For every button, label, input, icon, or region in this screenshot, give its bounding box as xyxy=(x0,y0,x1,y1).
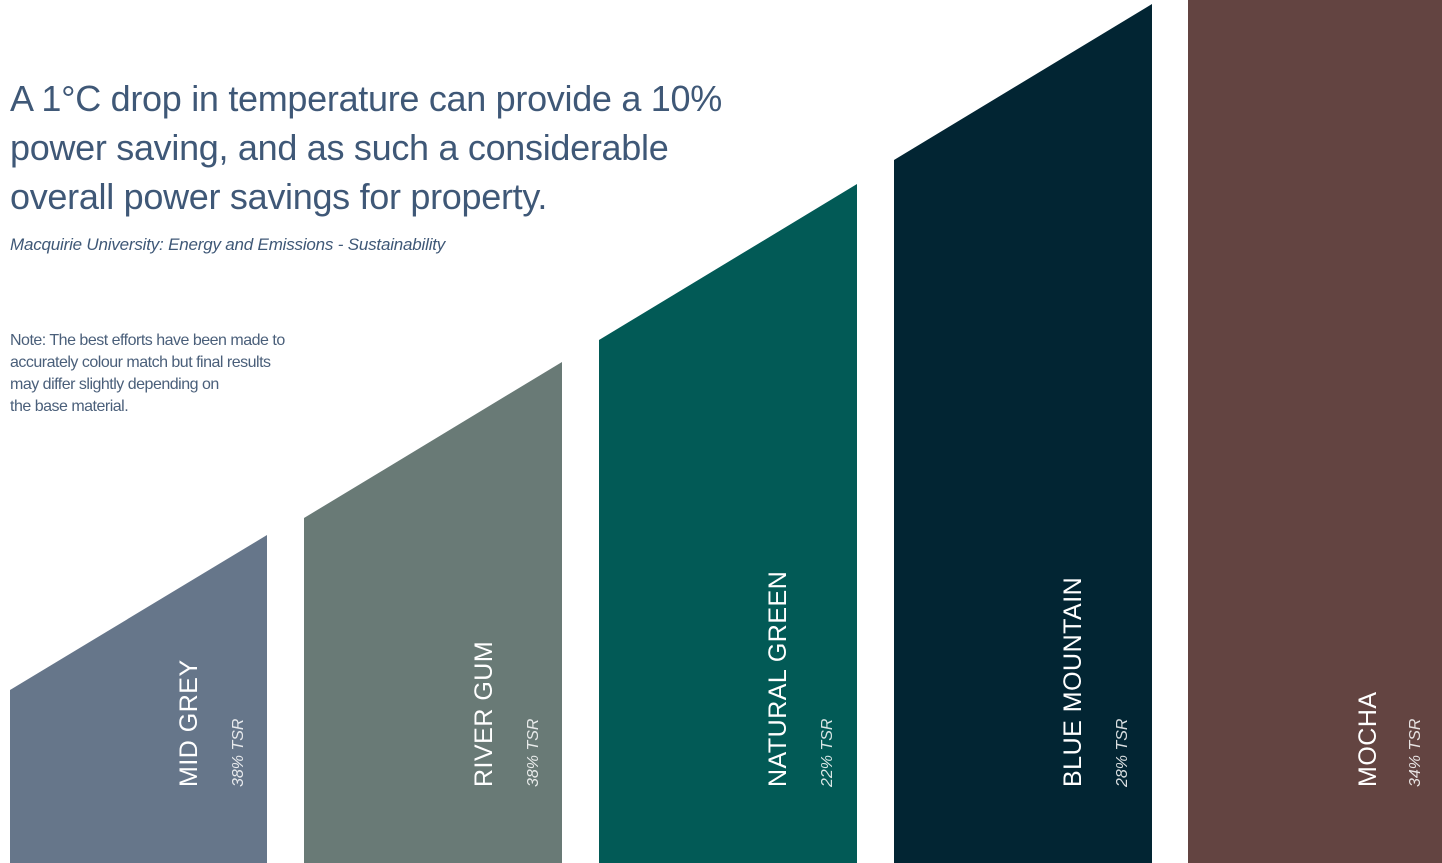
swatch-natural-green-shape xyxy=(599,184,857,863)
swatch-blue-mountain-shape xyxy=(894,4,1152,863)
headline: A 1°C drop in temperature can provide a … xyxy=(10,78,722,217)
note-line: the base material. xyxy=(10,398,129,415)
note-line: accurately colour match but final result… xyxy=(10,354,271,371)
swatch-mid-grey-label: MID GREY xyxy=(175,659,203,787)
source-citation: Macquirie University: Energy and Emissio… xyxy=(10,235,446,254)
swatch-blue-mountain-tsr: 28% TSR xyxy=(1114,718,1131,788)
swatch-mocha: MOCHA 34% TSR xyxy=(1188,0,1442,863)
swatch-mid-grey: MID GREY 38% TSR xyxy=(10,535,267,863)
swatch-mocha-tsr: 34% TSR xyxy=(1407,718,1424,787)
swatch-blue-mountain-label: BLUE MOUNTAIN xyxy=(1059,577,1087,787)
note-line: may differ slightly depending on xyxy=(10,376,219,393)
note-line: Note: The best efforts have been made to xyxy=(10,332,285,349)
swatch-river-gum: RIVER GUM 38% TSR xyxy=(304,362,562,863)
swatch-natural-green-label: NATURAL GREEN xyxy=(764,571,792,787)
swatch-natural-green: NATURAL GREEN 22% TSR xyxy=(599,184,857,863)
swatch-river-gum-label: RIVER GUM xyxy=(470,641,498,787)
swatch-mid-grey-shape xyxy=(10,535,267,863)
swatch-river-gum-tsr: 38% TSR xyxy=(525,718,542,787)
swatch-mocha-label: MOCHA xyxy=(1354,691,1382,787)
swatch-mid-grey-tsr: 38% TSR xyxy=(230,718,247,787)
swatch-natural-green-tsr: 22% TSR xyxy=(819,718,836,788)
colour-match-note: Note: The best efforts have been made to… xyxy=(10,330,390,418)
swatch-river-gum-shape xyxy=(304,362,562,863)
swatch-blue-mountain: BLUE MOUNTAIN 28% TSR xyxy=(894,4,1152,863)
swatch-mocha-shape xyxy=(1188,0,1442,863)
